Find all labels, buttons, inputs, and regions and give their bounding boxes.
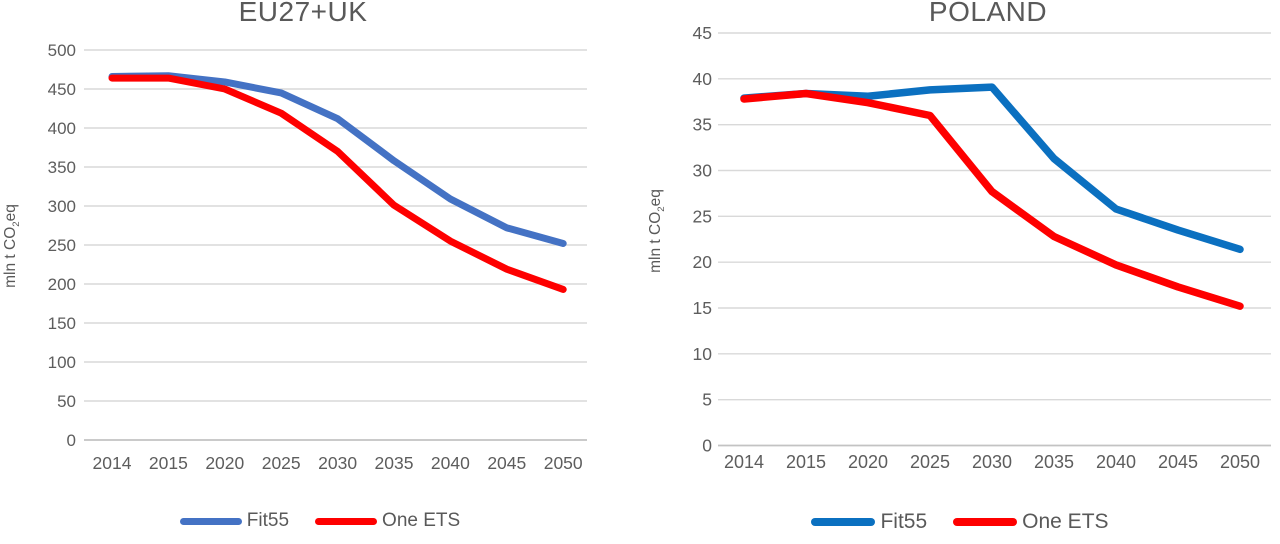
y-tick-label: 10	[693, 344, 713, 364]
fit55-line	[740, 83, 1244, 254]
legend-item-fit55: Fit55	[179, 510, 290, 532]
fit55-line	[108, 72, 567, 247]
y-tick-label: 35	[693, 115, 712, 135]
x-tick-label: 2045	[1158, 452, 1198, 472]
x-tick-label: 2040	[1096, 452, 1136, 472]
y-tick-label: 100	[48, 353, 76, 372]
x-tick-label: 2035	[1034, 452, 1074, 472]
x-tick-label: 2035	[375, 453, 414, 473]
y-tick-label: 45	[693, 23, 712, 43]
x-tick-label: 2014	[724, 452, 764, 472]
one-ets-line-swatch	[315, 517, 378, 525]
x-tick-label: 2030	[318, 453, 357, 473]
y-tick-label: 5	[702, 390, 712, 410]
y-tick-label: 0	[702, 436, 712, 456]
x-tick-label: 2050	[1220, 452, 1260, 472]
y-tick-label: 300	[48, 197, 76, 216]
legend-item-one-ets: One ETS	[953, 510, 1109, 534]
x-tick-label: 2020	[205, 453, 244, 473]
legend: Fit55 One ETS	[0, 510, 640, 532]
y-tick-label: 15	[693, 298, 712, 318]
x-tick-label: 2014	[93, 453, 132, 473]
x-tick-label: 2025	[910, 452, 950, 472]
y-tick-label: 400	[48, 119, 76, 138]
y-tick-label: 350	[48, 158, 76, 177]
y-tick-label: 50	[57, 392, 76, 411]
chart-title: POLAND	[928, 0, 1048, 27]
x-tick-label: 2020	[848, 452, 888, 472]
legend-label-one-ets: One ETS	[382, 510, 461, 531]
x-tick-label: 2015	[149, 453, 188, 473]
y-tick-label: 0	[67, 431, 76, 450]
legend-label-one-ets: One ETS	[1022, 510, 1109, 533]
one-ets-line	[740, 89, 1244, 310]
y-tick-label: 40	[693, 69, 713, 89]
y-tick-label: 500	[48, 41, 76, 60]
x-tick-label: 2040	[431, 453, 470, 473]
x-tick-label: 2030	[972, 452, 1012, 472]
x-tick-label: 2025	[262, 453, 301, 473]
fit55-line-swatch	[811, 518, 876, 526]
y-tick-label: 450	[48, 80, 76, 99]
fit55-line-swatch	[179, 517, 242, 525]
legend: Fit55 One ETS	[640, 510, 1280, 534]
chart-eu27-uk: EU27+UK mln t CO2eq 0 50 100 150 200 250 300 35…	[0, 0, 640, 532]
plot-area: 0 50 100 150 200 250 300 350 400 450 500 2014 2015 20…	[48, 41, 587, 473]
chart-title: EU27+UK	[238, 0, 368, 27]
x-tick-label: 2050	[544, 453, 583, 473]
one-ets-line	[108, 74, 567, 293]
legend-item-fit55: Fit55	[811, 510, 927, 534]
x-tick-label: 2015	[786, 452, 826, 472]
y-tick-label: 30	[693, 161, 713, 181]
chart-poland: POLAND mln t CO2eq 0 5 10 15 20 25 30 35 40 45 201…	[640, 0, 1280, 544]
y-tick-label: 150	[48, 314, 76, 333]
y-tick-label: 25	[693, 206, 712, 226]
legend-label-fit55: Fit55	[880, 510, 928, 533]
legend-label-fit55: Fit55	[246, 510, 290, 531]
y-tick-label: 200	[48, 275, 76, 294]
x-tick-label: 2045	[487, 453, 526, 473]
y-tick-label: 20	[693, 252, 713, 272]
one-ets-line-swatch	[953, 518, 1018, 526]
y-tick-label: 250	[48, 236, 76, 255]
legend-item-one-ets: One ETS	[315, 510, 460, 532]
